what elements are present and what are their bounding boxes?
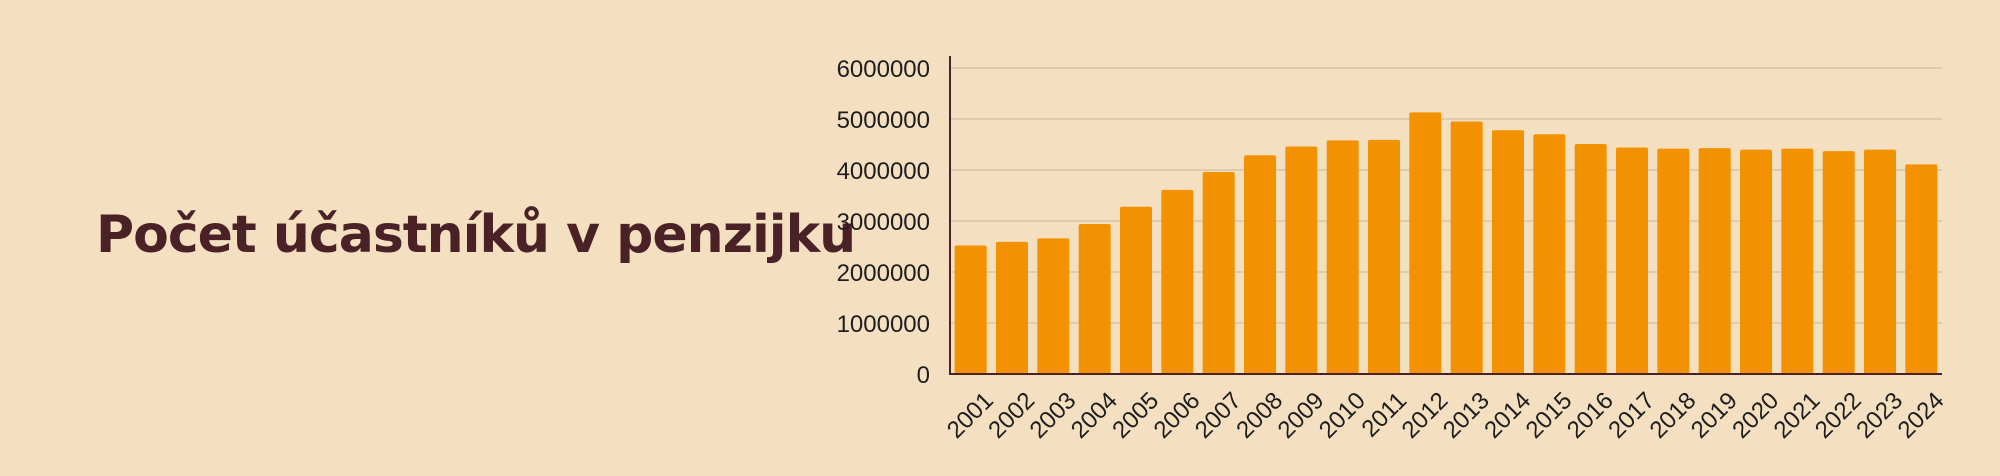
x-tick-label: 2004 xyxy=(1066,387,1123,444)
x-tick-label: 2011 xyxy=(1357,387,1413,443)
bar-2017 xyxy=(1616,147,1648,374)
bar-2019 xyxy=(1698,148,1731,374)
bar-2009 xyxy=(1285,146,1318,374)
bar-2011 xyxy=(1368,139,1400,374)
x-tick-label: 2013 xyxy=(1438,387,1495,444)
y-tick-label: 5000000 xyxy=(837,107,930,134)
bar-2003 xyxy=(1037,238,1070,374)
x-tick-label: 2012 xyxy=(1397,387,1454,444)
bar-2020 xyxy=(1740,149,1772,374)
x-tick-label: 2017 xyxy=(1603,387,1660,444)
x-tick-label: 2024 xyxy=(1893,387,1950,444)
bar-2015 xyxy=(1533,134,1566,374)
x-tick-label: 2003 xyxy=(1025,387,1082,444)
x-tick-label: 2001 xyxy=(942,387,999,444)
x-tick-label: 2021 xyxy=(1769,387,1826,444)
bar-2018 xyxy=(1657,148,1690,374)
grid-lines xyxy=(950,67,1942,324)
bar-2005 xyxy=(1120,206,1152,374)
x-tick-label: 2015 xyxy=(1521,387,1578,444)
bar-2023 xyxy=(1864,149,1896,374)
x-tick-labels: 2001200220032004200520062007200820092010… xyxy=(942,387,1950,444)
bar-2016 xyxy=(1574,143,1607,374)
bar-2013 xyxy=(1450,121,1483,374)
bar-2012 xyxy=(1409,112,1442,375)
x-tick-label: 2016 xyxy=(1562,387,1619,444)
x-tick-label: 2002 xyxy=(983,387,1040,444)
bar-2010 xyxy=(1326,140,1359,374)
bars xyxy=(954,112,1938,375)
x-tick-label: 2014 xyxy=(1479,387,1536,444)
x-tick-label: 2006 xyxy=(1149,387,1206,444)
x-tick-label: 2010 xyxy=(1314,387,1371,444)
y-tick-label: 6000000 xyxy=(837,56,930,83)
page-title: Počet účastníků v penzijku xyxy=(96,205,856,265)
y-tick-label: 3000000 xyxy=(837,209,930,236)
x-tick-label: 2007 xyxy=(1190,387,1247,444)
bar-2014 xyxy=(1492,130,1524,374)
bar-2024 xyxy=(1905,164,1938,374)
bar-2002 xyxy=(996,241,1028,374)
x-tick-label: 2008 xyxy=(1231,387,1288,444)
y-tick-labels: 0 1000000 2000000 3000000 4000000 5000000 6000… xyxy=(837,56,930,389)
y-tick-label: 4000000 xyxy=(837,158,930,185)
x-tick-label: 2018 xyxy=(1645,387,1702,444)
bar-2001 xyxy=(954,245,987,374)
x-tick-label: 2022 xyxy=(1810,387,1867,444)
x-tick-label: 2009 xyxy=(1273,387,1330,444)
bar-2021 xyxy=(1781,148,1814,374)
x-tick-label: 2019 xyxy=(1686,387,1743,444)
y-tick-label: 1000000 xyxy=(837,311,930,338)
bar-2006 xyxy=(1161,189,1194,374)
bar-2022 xyxy=(1822,151,1855,374)
y-tick-label: 2000000 xyxy=(837,260,930,287)
bar-2008 xyxy=(1244,155,1276,374)
x-tick-label: 2020 xyxy=(1727,387,1784,444)
x-tick-label: 2023 xyxy=(1851,387,1908,444)
bar-2004 xyxy=(1078,224,1111,374)
x-tick-label: 2005 xyxy=(1107,387,1164,444)
y-tick-label: 0 xyxy=(917,362,930,389)
bar-2007 xyxy=(1202,172,1235,374)
